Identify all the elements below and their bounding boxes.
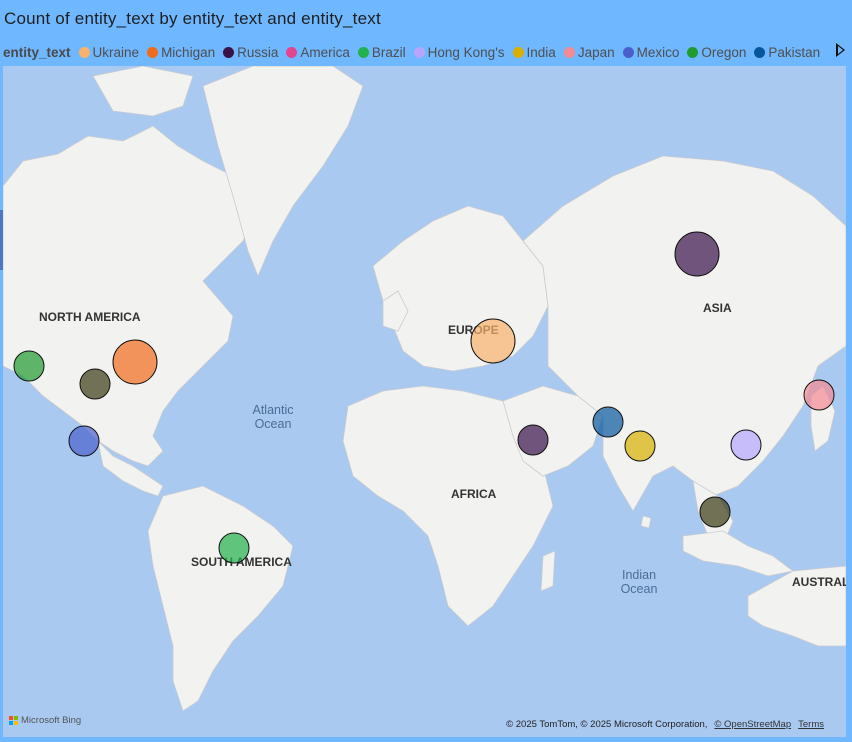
central-america-shape — [97, 439, 164, 497]
bubble-unlabeled-10[interactable] — [517, 424, 549, 456]
europe-shape — [372, 205, 549, 372]
ocean-label-atlantic-1: Atlantic — [253, 403, 294, 417]
sri-lanka-shape — [640, 515, 652, 529]
legend-item-america[interactable]: America — [286, 45, 350, 60]
british-isles-shape — [382, 290, 409, 332]
legend-swatch-icon — [754, 46, 766, 58]
continent-label-australia: AUSTRAL — [792, 575, 846, 589]
greenland-shape — [202, 66, 364, 278]
continent-label-africa: AFRICA — [451, 487, 497, 501]
terms-link[interactable]: Terms — [798, 719, 824, 730]
legend: entity_text Ukraine Michigan Russia America… — [3, 43, 829, 61]
microsoft-logo-icon — [9, 716, 18, 725]
legend-item-label: America — [300, 44, 350, 60]
legend-item-india[interactable]: India — [512, 44, 556, 60]
visual-title: Count of entity_text by entity_text and … — [4, 9, 381, 28]
legend-swatch-icon — [147, 46, 159, 58]
legend-item-russia[interactable]: Russia — [223, 45, 278, 60]
legend-item-ukraine[interactable]: Ukraine — [78, 44, 140, 60]
bubble-mexico[interactable] — [68, 425, 100, 457]
madagascar-shape — [540, 550, 556, 592]
legend-swatch-icon — [357, 46, 369, 58]
landmass-layer — [3, 66, 846, 712]
legend-item-hong-kong-s[interactable]: Hong Kong's — [413, 44, 505, 60]
bubble-russia[interactable] — [674, 231, 720, 277]
legend-item-label: Brazil — [371, 44, 406, 60]
bubble-brazil[interactable] — [218, 532, 250, 564]
map-canvas[interactable]: NORTH AMERICA SOUTH AMERICA EUROPE AFRIC… — [3, 66, 846, 737]
map-attribution: © 2025 TomTom, © 2025 Microsoft Corporat… — [506, 719, 824, 730]
legend-item-oregon[interactable]: Oregon — [687, 45, 746, 60]
legend-item-pakistan[interactable]: Pakistan — [754, 45, 820, 60]
bubble-michigan[interactable] — [112, 339, 158, 385]
legend-swatch-icon — [78, 46, 90, 58]
australia-shape — [747, 565, 846, 647]
ocean-label-indian-2: Ocean — [621, 582, 658, 596]
legend-next-arrow-icon[interactable] — [836, 43, 845, 57]
legend-swatch-icon — [286, 46, 298, 58]
legend-swatch-icon — [687, 46, 699, 58]
north-america-shape — [3, 125, 254, 467]
legend-item-michigan[interactable]: Michigan — [147, 45, 215, 60]
ocean-label-atlantic-2: Ocean — [255, 417, 292, 431]
bubble-unlabeled-11[interactable] — [79, 368, 111, 400]
continent-label-north-america: NORTH AMERICA — [39, 310, 141, 324]
continent-label-asia: ASIA — [703, 301, 732, 315]
indonesia-shape — [682, 530, 794, 577]
legend-swatch-icon — [622, 46, 634, 58]
ocean-label-indian-1: Indian — [622, 568, 656, 582]
legend-item-mexico[interactable]: Mexico — [622, 44, 680, 60]
legend-item-label: Russia — [237, 44, 279, 60]
africa-shape — [342, 385, 554, 627]
legend-swatch-icon — [223, 46, 235, 58]
bubble-ukraine[interactable] — [470, 318, 516, 364]
legend-item-brazil[interactable]: Brazil — [357, 44, 406, 60]
bubble-pakistan[interactable] — [592, 406, 624, 438]
legend-item-label: Mexico — [636, 44, 680, 60]
legend-swatch-icon — [563, 46, 575, 58]
legend-heading: entity_text — [3, 44, 71, 60]
legend-swatch-icon — [413, 46, 425, 58]
legend-item-label: Ukraine — [92, 44, 140, 60]
bubble-unlabeled-12[interactable] — [699, 496, 731, 528]
bubble-india[interactable] — [624, 430, 656, 462]
legend-item-label: Hong Kong's — [427, 44, 505, 60]
legend-item-label: Pakistan — [768, 44, 821, 60]
copyright-text: © 2025 TomTom, © 2025 Microsoft Corporat… — [506, 719, 708, 730]
map-svg: NORTH AMERICA SOUTH AMERICA EUROPE AFRIC… — [3, 66, 846, 712]
bubble-hong-kong-s[interactable] — [730, 429, 762, 461]
bubble-layer — [13, 231, 835, 564]
legend-item-label: India — [526, 44, 556, 60]
bing-logo: Microsoft Bing — [9, 715, 81, 726]
legend-swatch-icon — [512, 46, 524, 58]
legend-item-label: Michigan — [161, 44, 216, 60]
south-america-shape — [147, 485, 294, 712]
legend-item-japan[interactable]: Japan — [563, 44, 615, 60]
bubble-japan[interactable] — [803, 379, 835, 411]
legend-item-label: Japan — [577, 44, 615, 60]
openstreetmap-link[interactable]: © OpenStreetMap — [714, 719, 792, 730]
panel-edge-handle[interactable] — [0, 210, 3, 270]
legend-item-label: Oregon — [701, 44, 747, 60]
arctic-islands-shape — [92, 66, 194, 117]
continent-label-south-america: SOUTH AMERICA — [191, 555, 292, 569]
bing-brand-text: Microsoft Bing — [21, 715, 82, 726]
bubble-oregon[interactable] — [13, 350, 45, 382]
